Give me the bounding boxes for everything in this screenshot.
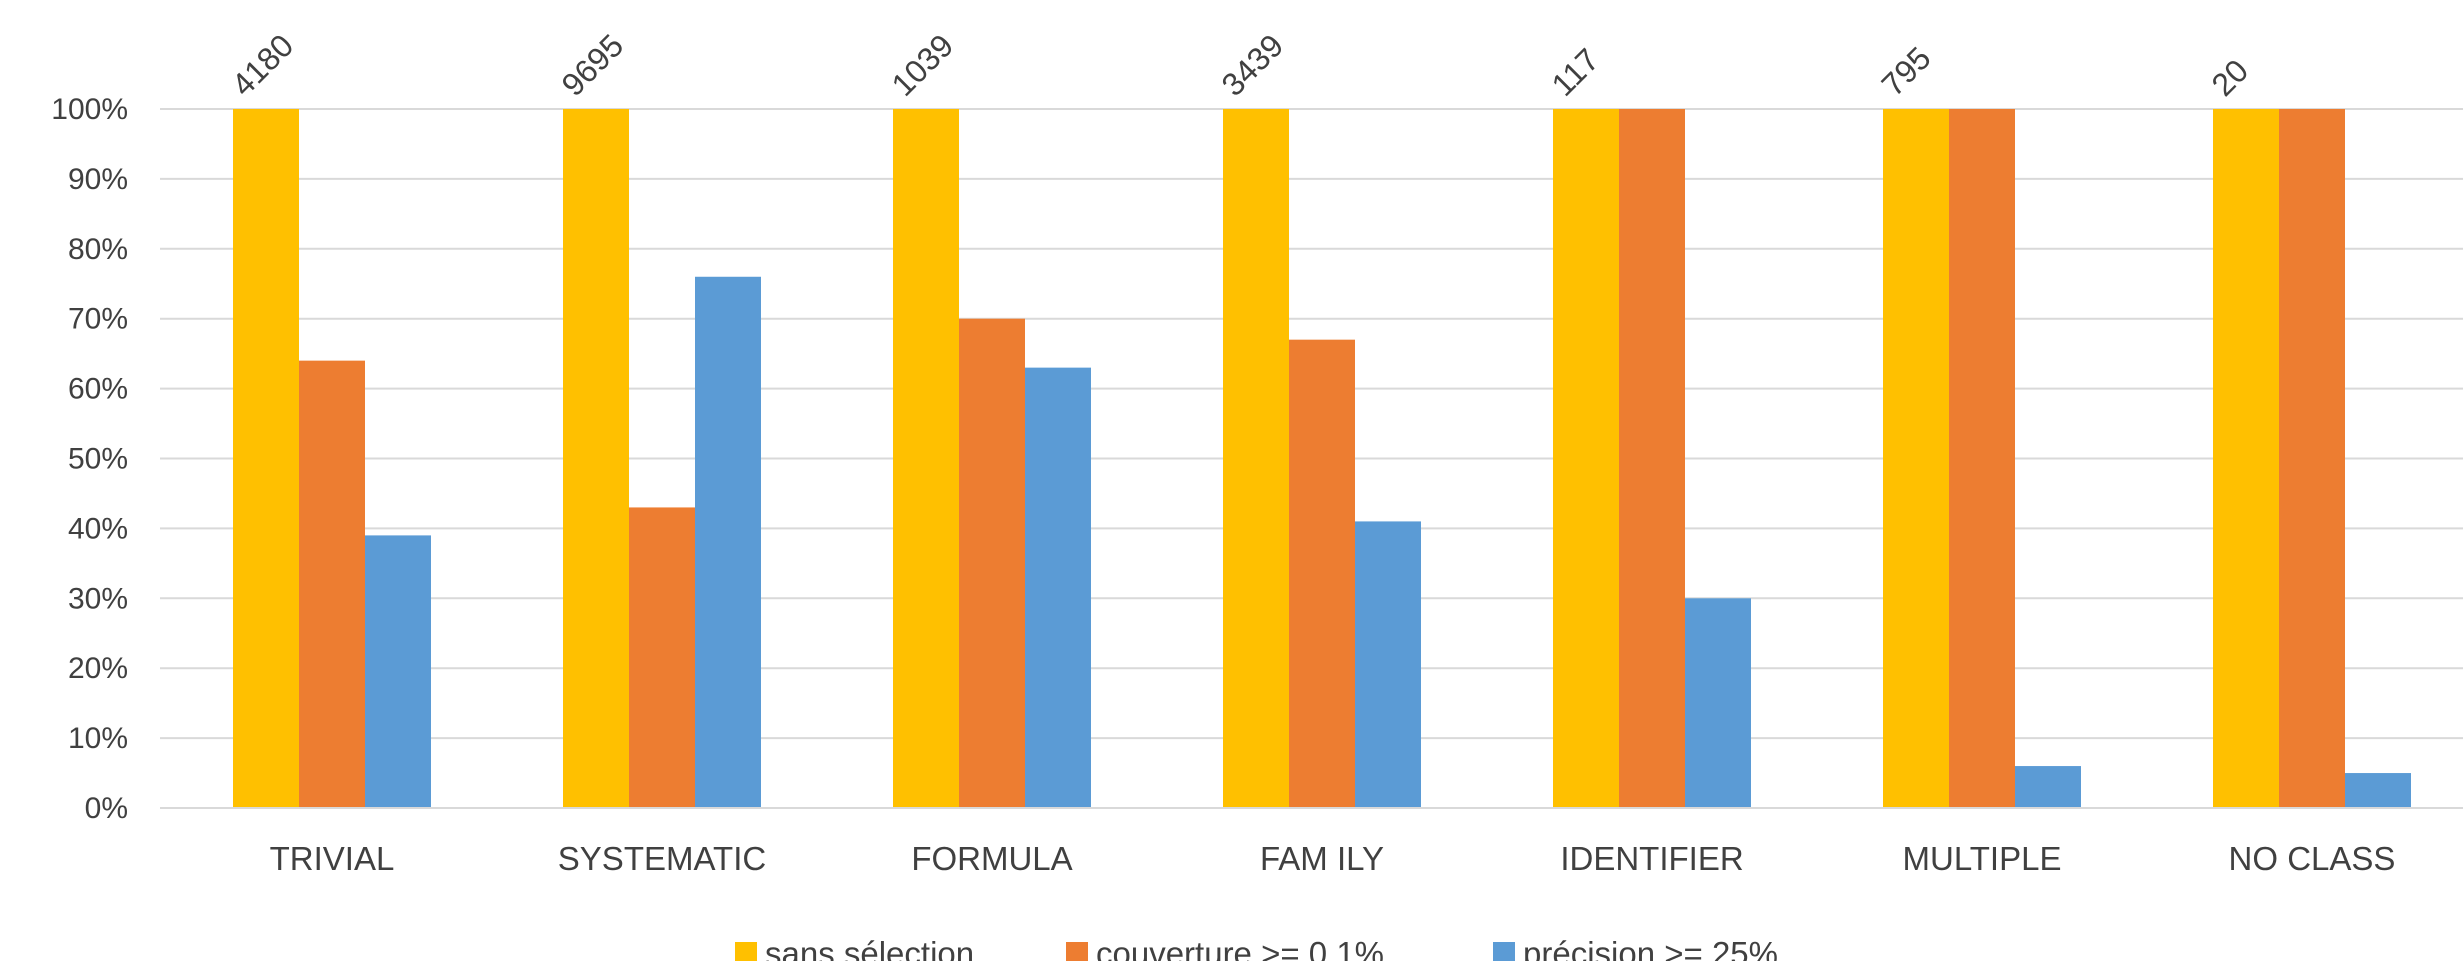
bar-sans-selection bbox=[233, 109, 299, 808]
y-tick-label: 20% bbox=[68, 652, 128, 685]
bar-sans-selection bbox=[2213, 109, 2279, 808]
bar-sans-selection bbox=[1883, 109, 1949, 808]
legend-swatch bbox=[1493, 942, 1515, 961]
bar-couverture bbox=[1289, 339, 1355, 808]
bar-couverture bbox=[959, 318, 1025, 808]
x-tick-label: FAM ILY bbox=[1260, 840, 1384, 877]
legend-item-sans-selection: sans sélection bbox=[735, 935, 974, 961]
bars bbox=[233, 109, 2411, 808]
x-axis: TRIVIAL SYSTEMATIC FORMULA FAM ILY IDENTIFIE… bbox=[160, 807, 2463, 877]
x-tick-label: SYSTEMATIC bbox=[558, 840, 766, 877]
bar-couverture bbox=[629, 507, 695, 808]
y-tick-label: 30% bbox=[68, 582, 128, 615]
x-tick-label: NO CLASS bbox=[2229, 840, 2396, 877]
bar-precision bbox=[2345, 773, 2411, 808]
legend-label: sans sélection bbox=[765, 935, 974, 961]
legend-item-couverture: couverture >= 0.1% bbox=[1066, 935, 1384, 961]
bar-couverture bbox=[299, 360, 365, 808]
bar-sans-selection bbox=[563, 109, 629, 808]
bar-sans-selection bbox=[1553, 109, 1619, 808]
bar-precision bbox=[365, 535, 431, 808]
bar-precision bbox=[1355, 521, 1421, 808]
y-tick-label: 0% bbox=[85, 792, 128, 825]
bar-couverture bbox=[1949, 109, 2015, 808]
y-tick-label: 50% bbox=[68, 443, 128, 476]
y-tick-label: 90% bbox=[68, 163, 128, 196]
y-tick-label: 10% bbox=[68, 722, 128, 755]
y-axis: 0% 10% 20% 30% 40% 50% 60% 70% 80% 90% 100% bbox=[51, 93, 128, 825]
bar-sans-selection bbox=[893, 109, 959, 808]
data-label: 117 bbox=[1544, 41, 1606, 103]
y-tick-label: 70% bbox=[68, 303, 128, 336]
data-label: 20 bbox=[2204, 52, 2255, 103]
bar-precision bbox=[1025, 367, 1091, 808]
bar-couverture bbox=[2279, 109, 2345, 808]
x-tick-label: MULTIPLE bbox=[1903, 840, 2062, 877]
data-label: 3439 bbox=[1214, 27, 1290, 103]
x-tick-label: FORMULA bbox=[911, 840, 1072, 877]
data-labels: 4180 9695 1039 3439 117 795 20 bbox=[224, 27, 2255, 103]
legend-swatch bbox=[1066, 942, 1088, 961]
bar-precision bbox=[695, 276, 761, 808]
legend-label: couverture >= 0.1% bbox=[1096, 935, 1384, 961]
bar-sans-selection bbox=[1223, 109, 1289, 808]
y-tick-label: 100% bbox=[51, 93, 128, 126]
bar-precision bbox=[2015, 766, 2081, 808]
bar-precision bbox=[1685, 598, 1751, 808]
y-tick-label: 60% bbox=[68, 373, 128, 406]
y-tick-label: 80% bbox=[68, 233, 128, 266]
bar-couverture bbox=[1619, 109, 1685, 808]
data-label: 795 bbox=[1874, 40, 1937, 103]
data-label: 4180 bbox=[224, 27, 300, 103]
legend-swatch bbox=[735, 942, 757, 961]
data-label: 9695 bbox=[554, 27, 630, 103]
y-tick-label: 40% bbox=[68, 512, 128, 545]
legend-label: précision >= 25% bbox=[1523, 935, 1778, 961]
data-label: 1039 bbox=[884, 27, 960, 103]
legend-item-precision: précision >= 25% bbox=[1493, 935, 1778, 961]
x-tick-label: IDENTIFIER bbox=[1560, 840, 1743, 877]
legend: sans sélection couverture >= 0.1% précisio… bbox=[735, 935, 1778, 961]
x-tick-label: TRIVIAL bbox=[270, 840, 395, 877]
